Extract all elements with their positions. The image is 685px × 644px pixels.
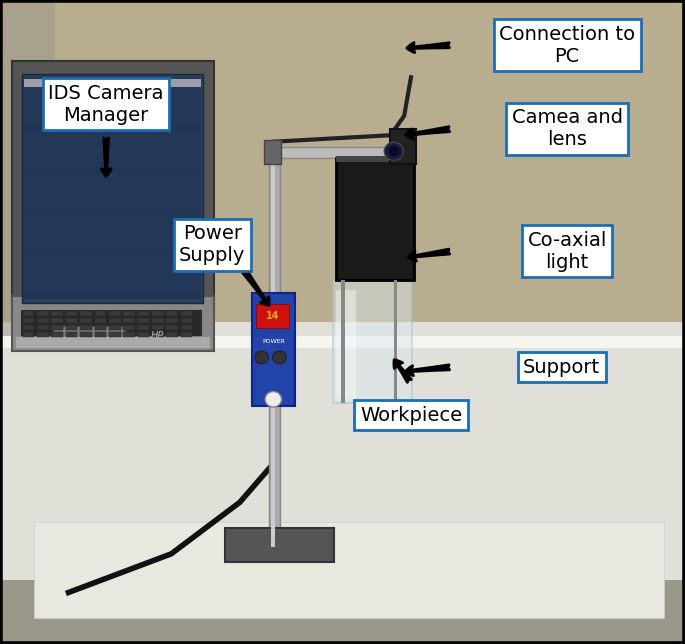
Bar bbox=[80, 311, 92, 316]
FancyBboxPatch shape bbox=[12, 296, 214, 351]
Bar bbox=[51, 311, 63, 316]
Text: Power
Supply: Power Supply bbox=[179, 224, 245, 265]
Bar bbox=[80, 325, 92, 330]
Bar bbox=[66, 311, 77, 316]
Bar bbox=[138, 311, 149, 316]
Bar bbox=[264, 140, 281, 164]
Bar bbox=[181, 318, 192, 323]
Bar bbox=[95, 318, 106, 323]
Bar bbox=[0, 0, 55, 348]
Bar bbox=[66, 318, 77, 323]
Bar bbox=[138, 318, 149, 323]
Bar bbox=[166, 318, 178, 323]
Bar bbox=[152, 325, 164, 330]
Bar bbox=[123, 325, 135, 330]
Bar bbox=[0, 322, 685, 644]
Bar bbox=[23, 332, 34, 337]
Text: POWER: POWER bbox=[262, 339, 285, 344]
Text: Connection to
PC: Connection to PC bbox=[499, 24, 635, 66]
Bar bbox=[95, 325, 106, 330]
Circle shape bbox=[388, 146, 399, 156]
Bar bbox=[181, 311, 192, 316]
Bar bbox=[0, 336, 685, 348]
Bar bbox=[80, 318, 92, 323]
Bar bbox=[24, 124, 201, 132]
Bar bbox=[95, 311, 106, 316]
Bar bbox=[256, 304, 289, 328]
Bar bbox=[51, 325, 63, 330]
Bar bbox=[336, 158, 414, 280]
Bar bbox=[269, 148, 280, 547]
Bar bbox=[333, 280, 412, 402]
Bar bbox=[66, 325, 77, 330]
FancyBboxPatch shape bbox=[53, 326, 125, 346]
Bar bbox=[123, 332, 135, 337]
Bar bbox=[21, 310, 202, 341]
Bar bbox=[166, 325, 178, 330]
Bar bbox=[24, 79, 201, 87]
Bar bbox=[37, 318, 49, 323]
Bar bbox=[95, 332, 106, 337]
Bar bbox=[23, 318, 34, 323]
Bar bbox=[181, 325, 192, 330]
Bar bbox=[24, 77, 201, 299]
Circle shape bbox=[273, 351, 286, 364]
Bar bbox=[37, 332, 49, 337]
Text: Support: Support bbox=[523, 357, 600, 377]
Bar bbox=[66, 332, 77, 337]
Bar bbox=[80, 332, 92, 337]
Bar bbox=[24, 166, 201, 174]
Circle shape bbox=[384, 142, 403, 160]
Bar bbox=[138, 325, 149, 330]
Text: Camea and
lens: Camea and lens bbox=[512, 108, 623, 149]
Bar bbox=[0, 0, 685, 348]
Bar bbox=[51, 318, 63, 323]
Text: Co-axial
light: Co-axial light bbox=[527, 231, 607, 272]
Bar bbox=[336, 156, 414, 162]
Bar bbox=[24, 250, 201, 258]
Bar bbox=[109, 332, 121, 337]
Bar bbox=[123, 311, 135, 316]
FancyBboxPatch shape bbox=[12, 61, 214, 312]
Bar bbox=[109, 318, 121, 323]
Text: IDS Camera
Manager: IDS Camera Manager bbox=[49, 84, 164, 125]
Bar bbox=[152, 332, 164, 337]
Bar bbox=[23, 311, 34, 316]
Bar bbox=[166, 332, 178, 337]
FancyBboxPatch shape bbox=[225, 528, 334, 562]
Bar bbox=[390, 129, 416, 164]
Bar bbox=[37, 325, 49, 330]
Bar bbox=[152, 318, 164, 323]
Bar bbox=[138, 332, 149, 337]
Text: HP: HP bbox=[151, 331, 164, 341]
Bar bbox=[252, 293, 295, 406]
Circle shape bbox=[265, 392, 282, 407]
Bar bbox=[15, 336, 210, 348]
Text: 14: 14 bbox=[266, 311, 279, 321]
Bar bbox=[0, 580, 685, 644]
Bar bbox=[23, 325, 34, 330]
Text: Workpiece: Workpiece bbox=[360, 406, 462, 425]
Circle shape bbox=[255, 351, 269, 364]
Bar bbox=[34, 522, 664, 618]
Bar bbox=[22, 74, 203, 303]
Bar bbox=[341, 280, 345, 402]
Bar bbox=[24, 208, 201, 216]
Bar bbox=[24, 292, 201, 299]
Bar bbox=[271, 147, 414, 158]
Bar bbox=[336, 290, 356, 399]
Bar bbox=[394, 280, 397, 402]
Bar bbox=[152, 311, 164, 316]
Bar bbox=[24, 77, 201, 299]
Bar bbox=[51, 332, 63, 337]
Bar bbox=[123, 318, 135, 323]
Bar bbox=[109, 311, 121, 316]
Bar bbox=[181, 332, 192, 337]
Bar bbox=[271, 148, 275, 547]
Bar bbox=[166, 311, 178, 316]
Bar bbox=[37, 311, 49, 316]
Bar bbox=[109, 325, 121, 330]
